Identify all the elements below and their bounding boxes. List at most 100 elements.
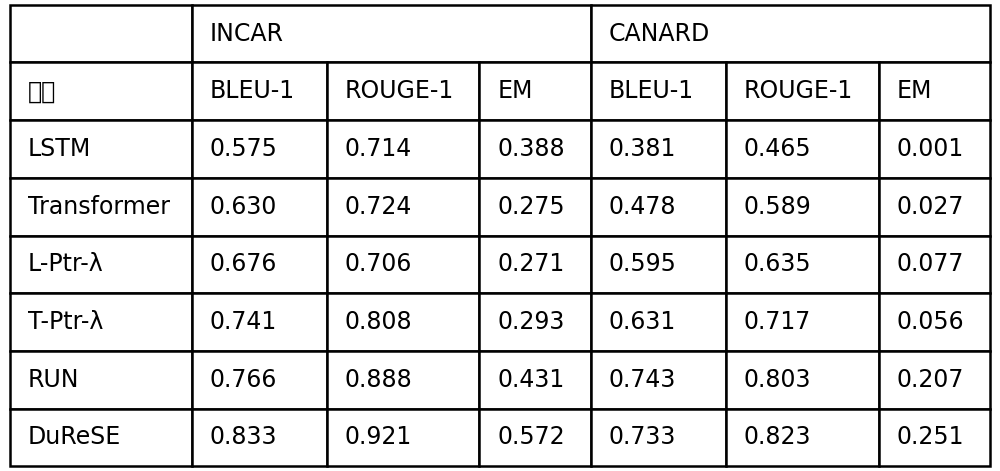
Text: BLEU-1: BLEU-1 (210, 79, 295, 103)
Bar (879, 408, 990, 466)
Text: 0.803: 0.803 (744, 368, 811, 392)
Bar (879, 236, 990, 293)
Text: 0.275: 0.275 (497, 195, 565, 219)
Text: 0.056: 0.056 (897, 310, 964, 334)
Text: 0.635: 0.635 (744, 252, 812, 276)
Text: 0.251: 0.251 (897, 425, 964, 449)
Text: 0.572: 0.572 (497, 425, 565, 449)
Text: T-Ptr-λ: T-Ptr-λ (28, 310, 103, 334)
Bar (591, 236, 726, 293)
Text: 0.631: 0.631 (609, 310, 676, 334)
Bar (479, 293, 591, 351)
Bar (479, 120, 591, 178)
Bar (591, 293, 726, 351)
Bar (10, 408, 192, 466)
Bar (192, 293, 327, 351)
Bar (10, 293, 192, 351)
Text: 方法: 方法 (28, 79, 56, 103)
Bar (479, 63, 591, 120)
Bar (879, 120, 990, 178)
Text: RUN: RUN (28, 368, 80, 392)
Text: 0.630: 0.630 (210, 195, 277, 219)
Text: ROUGE-1: ROUGE-1 (345, 79, 454, 103)
Bar (879, 293, 990, 351)
Bar (327, 351, 479, 408)
Text: INCAR: INCAR (210, 22, 284, 46)
Bar (327, 63, 479, 120)
Bar (726, 63, 879, 120)
Text: CANARD: CANARD (609, 22, 710, 46)
Bar (591, 178, 726, 236)
Bar (192, 120, 327, 178)
Bar (327, 408, 479, 466)
Bar (192, 63, 327, 120)
Text: 0.717: 0.717 (744, 310, 811, 334)
Text: 0.676: 0.676 (210, 252, 277, 276)
Bar (726, 293, 879, 351)
Bar (879, 351, 990, 408)
Bar (192, 178, 327, 236)
Text: 0.808: 0.808 (345, 310, 413, 334)
Text: 0.077: 0.077 (897, 252, 964, 276)
Text: DuReSE: DuReSE (28, 425, 121, 449)
Text: 0.001: 0.001 (897, 137, 964, 161)
Bar (879, 178, 990, 236)
Bar (327, 178, 479, 236)
Bar (192, 5, 591, 63)
Bar (327, 293, 479, 351)
Bar (10, 351, 192, 408)
Text: EM: EM (897, 79, 932, 103)
Text: 0.741: 0.741 (210, 310, 277, 334)
Bar (479, 236, 591, 293)
Text: 0.271: 0.271 (497, 252, 565, 276)
Bar (327, 236, 479, 293)
Text: 0.733: 0.733 (609, 425, 676, 449)
Text: LSTM: LSTM (28, 137, 91, 161)
Text: 0.595: 0.595 (609, 252, 677, 276)
Bar (591, 408, 726, 466)
Bar (591, 63, 726, 120)
Text: 0.431: 0.431 (497, 368, 565, 392)
Text: BLEU-1: BLEU-1 (609, 79, 694, 103)
Bar (591, 5, 990, 63)
Text: 0.888: 0.888 (345, 368, 413, 392)
Text: 0.207: 0.207 (897, 368, 964, 392)
Bar (327, 120, 479, 178)
Bar (10, 63, 192, 120)
Bar (10, 120, 192, 178)
Text: 0.706: 0.706 (345, 252, 412, 276)
Bar (192, 236, 327, 293)
Text: 0.293: 0.293 (497, 310, 565, 334)
Text: 0.766: 0.766 (210, 368, 277, 392)
Text: 0.823: 0.823 (744, 425, 811, 449)
Text: EM: EM (497, 79, 533, 103)
Text: 0.743: 0.743 (609, 368, 676, 392)
Text: 0.388: 0.388 (497, 137, 565, 161)
Text: L-Ptr-λ: L-Ptr-λ (28, 252, 104, 276)
Bar (726, 236, 879, 293)
Bar (591, 120, 726, 178)
Text: 0.921: 0.921 (345, 425, 412, 449)
Bar (726, 120, 879, 178)
Text: 0.381: 0.381 (609, 137, 676, 161)
Text: 0.724: 0.724 (345, 195, 412, 219)
Bar (726, 408, 879, 466)
Text: 0.575: 0.575 (210, 137, 278, 161)
Bar (479, 351, 591, 408)
Text: 0.478: 0.478 (609, 195, 676, 219)
Text: 0.714: 0.714 (345, 137, 412, 161)
Text: 0.465: 0.465 (744, 137, 812, 161)
Text: ROUGE-1: ROUGE-1 (744, 79, 853, 103)
Bar (192, 351, 327, 408)
Bar (10, 178, 192, 236)
Text: 0.833: 0.833 (210, 425, 277, 449)
Bar (479, 408, 591, 466)
Bar (10, 5, 192, 63)
Bar (591, 351, 726, 408)
Bar (10, 236, 192, 293)
Text: Transformer: Transformer (28, 195, 170, 219)
Bar (192, 408, 327, 466)
Bar (726, 351, 879, 408)
Text: 0.027: 0.027 (897, 195, 964, 219)
Bar (879, 63, 990, 120)
